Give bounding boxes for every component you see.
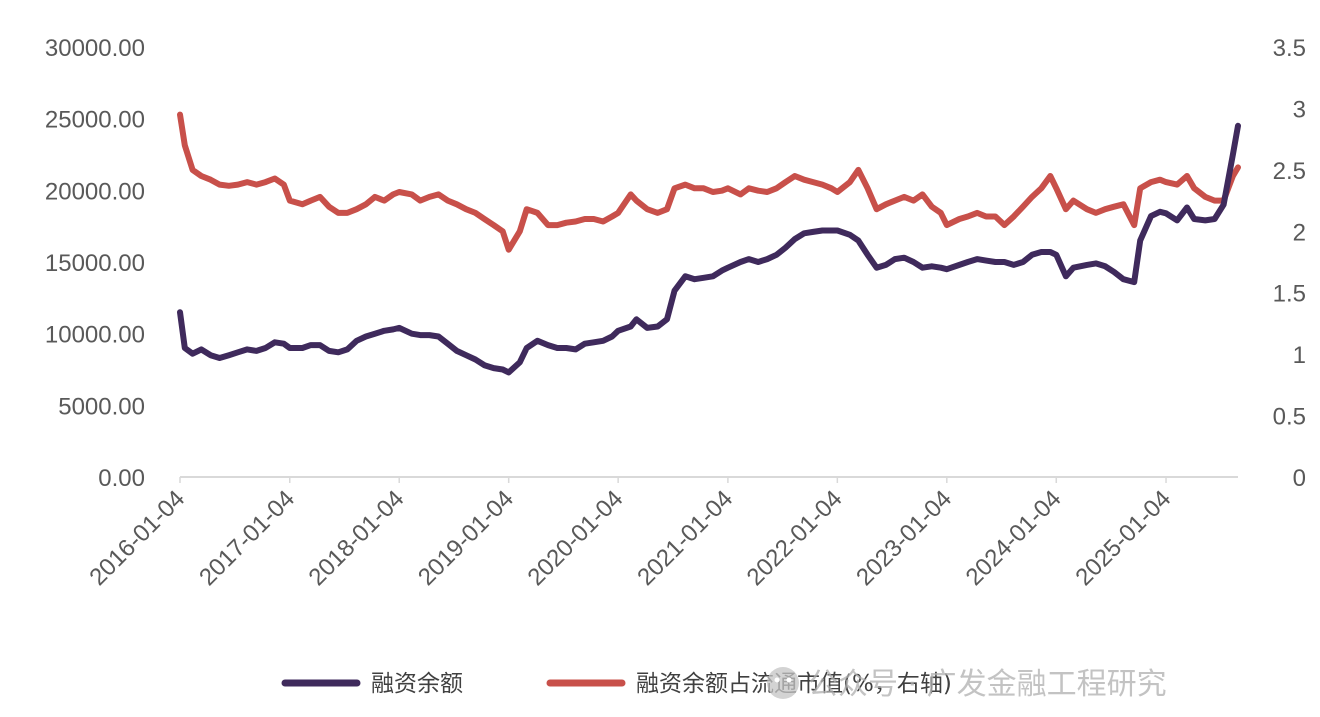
plot-area: [177, 111, 1241, 376]
series-line-margin-balance: [177, 122, 1241, 376]
x-tick-label: 2022-01-04: [742, 485, 848, 591]
x-tick-label: 2020-01-04: [522, 485, 628, 591]
y-left-tick-label: 5000.00: [58, 393, 145, 420]
x-tick-label: 2016-01-04: [84, 485, 190, 591]
y-right-tick-label: 2: [1293, 219, 1306, 246]
legend-label: 融资余额: [371, 671, 463, 697]
left-y-axis: 0.00 5000.00 10000.00 15000.00 20000.00 25000…: [45, 35, 145, 492]
y-left-tick-label: 25000.00: [45, 107, 145, 134]
y-left-tick-label: 15000.00: [45, 250, 145, 277]
x-tick-label: 2024-01-04: [961, 485, 1067, 591]
watermark: 公众号 · 广发金融工程研究: [767, 667, 1167, 702]
y-right-tick-label: 1.5: [1273, 281, 1306, 308]
x-tick-label: 2021-01-04: [632, 485, 738, 591]
y-left-tick-label: 0.00: [98, 465, 145, 492]
right-y-axis: 0 0.5 1 1.5 2 2.5 3 3.5: [1273, 35, 1306, 492]
y-right-tick-label: 3.5: [1273, 35, 1306, 62]
y-right-tick-label: 3: [1293, 96, 1306, 123]
x-axis: 2016-01-04 2017-01-04 2018-01-04 2019-01-04…: [84, 477, 1176, 591]
wechat-icon: [767, 667, 799, 699]
x-tick-label: 2025-01-04: [1070, 485, 1176, 591]
wechat-icon-eye-right: [786, 677, 792, 683]
x-tick-label: 2018-01-04: [304, 485, 410, 591]
x-tick-label: 2019-01-04: [413, 485, 519, 591]
y-right-tick-label: 0: [1293, 465, 1306, 492]
wechat-icon-eye-left: [774, 677, 780, 683]
y-left-tick-label: 20000.00: [45, 178, 145, 205]
y-right-tick-label: 1: [1293, 342, 1306, 369]
x-tick-label: 2017-01-04: [194, 485, 300, 591]
watermark-text: 公众号 · 广发金融工程研究: [808, 667, 1167, 702]
y-left-tick-label: 30000.00: [45, 35, 145, 62]
x-tick-label: 2023-01-04: [851, 485, 957, 591]
y-left-tick-label: 10000.00: [45, 322, 145, 349]
y-right-tick-label: 0.5: [1273, 404, 1306, 431]
series-line-ratio: [177, 111, 1241, 253]
y-right-tick-label: 2.5: [1273, 158, 1306, 185]
